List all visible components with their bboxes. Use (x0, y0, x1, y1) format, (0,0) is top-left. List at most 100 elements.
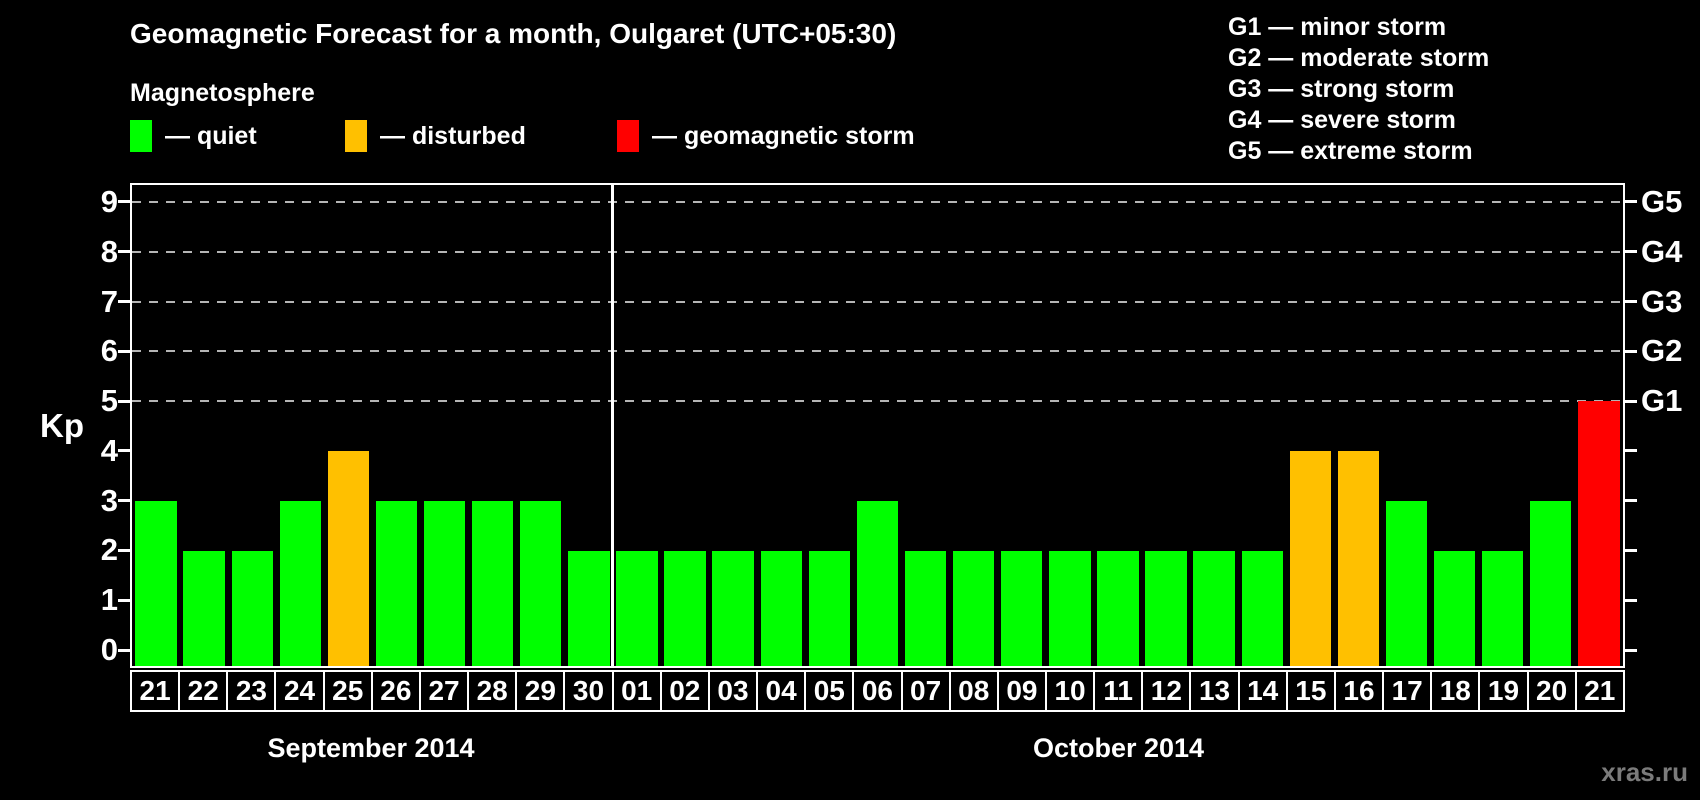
kp-bar-quiet-day-09 (1001, 550, 1043, 666)
day-label-19: 19 (1478, 670, 1529, 712)
kp-bar-quiet-day-03 (712, 550, 754, 666)
kp-bar-quiet-day-06 (856, 500, 899, 666)
left-tick-kp6 (118, 349, 130, 353)
day-label-26: 26 (370, 670, 421, 712)
kp-bar-quiet-day-12 (1145, 550, 1187, 666)
storm-color-swatch (617, 120, 639, 152)
kp-bar-quiet-day-04 (760, 550, 802, 666)
day-axis-row: 21 22 23 24 25 26 27 28 29 30 01 02 03 04 05 06 07 08 09 10… (130, 670, 1625, 712)
right-axis-label-g1: G1 (1641, 383, 1683, 419)
kp-bar-quiet-day-08 (952, 550, 995, 666)
bars-layer (132, 185, 1623, 666)
day-label-12: 12 (1141, 670, 1192, 712)
day-label-20: 20 (1526, 670, 1577, 712)
day-label-23: 23 (226, 670, 277, 712)
g2-legend-line: G2 — moderate storm (1228, 44, 1490, 72)
y-tick-label-1: 1 (100, 582, 118, 618)
left-tick-kp2 (118, 548, 130, 552)
bar-cell-day-20 (1527, 185, 1575, 666)
day-label-10: 10 (1044, 670, 1096, 712)
bar-cell-day-03 (709, 185, 757, 666)
kp-bar-quiet-day-01 (616, 550, 658, 666)
month-divider-line (611, 183, 615, 668)
left-tick-kp9 (118, 200, 130, 204)
month-label-september: September 2014 (267, 733, 475, 763)
bar-cell-day-29 (517, 185, 565, 666)
bar-cell-day-01 (613, 185, 661, 666)
day-label-25: 25 (322, 670, 373, 712)
bar-cell-day-25 (324, 185, 372, 666)
kp-bar-disturbed-day-25 (327, 450, 370, 666)
bar-cell-day-05 (805, 185, 853, 666)
disturbed-color-swatch (345, 120, 367, 152)
quiet-color-swatch (130, 120, 152, 152)
month-label-october: October 2014 (1032, 733, 1205, 763)
kp-bar-quiet-day-24 (279, 500, 321, 666)
bar-cell-day-04 (757, 185, 805, 666)
gridline-kp5 (132, 400, 1623, 403)
kp-bar-quiet-day-20 (1530, 500, 1572, 666)
bar-cell-day-08 (950, 185, 998, 666)
day-label-16: 16 (1333, 670, 1385, 712)
y-tick-label-4: 4 (100, 432, 118, 468)
g-scale-legend: G1 — minor storm G2 — moderate storm G3 … (1228, 12, 1489, 167)
y-tick-label-6: 6 (100, 333, 118, 369)
bar-cell-day-21 (1575, 185, 1623, 666)
day-label-04: 04 (756, 670, 807, 712)
legend-item-disturbed: — disturbed (345, 120, 526, 152)
gridline-kp7 (132, 300, 1623, 303)
kp-bar-quiet-day-05 (808, 550, 851, 666)
y-tick-label-7: 7 (100, 283, 118, 319)
day-label-03: 03 (707, 670, 759, 712)
kp-bar-quiet-day-30 (568, 550, 610, 666)
left-tick-kp5 (118, 399, 130, 403)
day-label-17: 17 (1382, 670, 1433, 712)
kp-bar-quiet-day-07 (904, 550, 947, 666)
day-label-13: 13 (1189, 670, 1240, 712)
day-label-30: 30 (563, 670, 614, 712)
g1-legend-line: G1 — minor storm (1228, 13, 1447, 41)
y-tick-label-9: 9 (100, 183, 118, 219)
plot-border (130, 183, 1625, 668)
bar-cell-day-09 (998, 185, 1046, 666)
day-label-27: 27 (418, 670, 470, 712)
bar-cell-day-11 (1094, 185, 1142, 666)
magnetosphere-subtitle: Magnetosphere (130, 79, 315, 107)
day-label-08: 08 (948, 670, 999, 712)
bar-cell-day-14 (1238, 185, 1286, 666)
bar-cell-day-07 (902, 185, 950, 666)
quiet-legend-label: — quiet (165, 121, 257, 150)
right-tick-kp1 (1625, 598, 1637, 602)
kp-bar-quiet-day-28 (472, 500, 514, 666)
kp-bar-quiet-day-17 (1385, 500, 1428, 666)
y-tick-label-5: 5 (100, 383, 118, 419)
left-tick-kp4 (118, 449, 130, 453)
day-label-22: 22 (178, 670, 229, 712)
y-tick-label-2: 2 (100, 532, 118, 568)
chart-title: Geomagnetic Forecast for a month, Oulgar… (130, 18, 897, 49)
bar-cell-day-17 (1382, 185, 1430, 666)
kp-bar-quiet-day-23 (231, 550, 273, 666)
right-tick-kp3 (1625, 499, 1637, 503)
kp-bar-quiet-day-26 (375, 500, 418, 666)
left-tick-kp1 (118, 598, 130, 602)
kp-bar-quiet-day-29 (520, 500, 562, 666)
bar-cell-day-06 (853, 185, 901, 666)
day-label-01: 01 (611, 670, 662, 712)
kp-bar-quiet-day-27 (423, 500, 466, 666)
day-label-18: 18 (1430, 670, 1481, 712)
right-tick-kp0 (1625, 648, 1637, 652)
g5-legend-line: G5 — extreme storm (1228, 137, 1473, 165)
bar-cell-day-21 (132, 185, 180, 666)
kp-bar-quiet-day-02 (664, 550, 706, 666)
kp-bar-quiet-day-22 (183, 550, 225, 666)
kp-bar-disturbed-day-16 (1337, 450, 1380, 666)
watermark: xras.ru (1601, 757, 1688, 787)
kp-bar-quiet-day-11 (1097, 550, 1139, 666)
kp-bar-quiet-day-18 (1433, 550, 1476, 666)
bar-cell-day-10 (1046, 185, 1094, 666)
bar-cell-day-13 (1190, 185, 1238, 666)
kp-bar-quiet-day-14 (1241, 550, 1283, 666)
legend-item-storm: — geomagnetic storm (617, 120, 915, 152)
day-label-02: 02 (659, 670, 710, 712)
